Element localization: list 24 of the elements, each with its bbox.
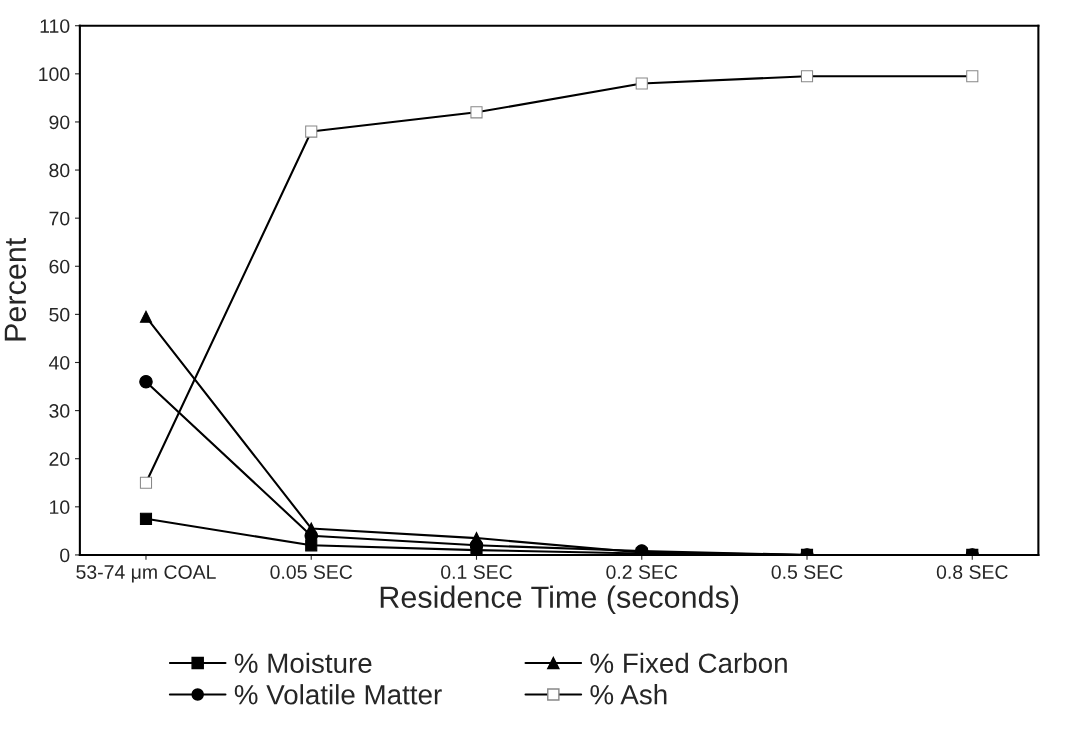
legend-label: % Ash: [590, 684, 667, 705]
x-tick-label: 0.1 SEC: [441, 565, 512, 579]
x-axis-title: Residence Time (seconds): [380, 585, 739, 615]
y-tick-label: 20: [49, 452, 70, 466]
x-tick-label: 0.2 SEC: [606, 565, 678, 579]
x-tick-label: 0.05 SEC: [270, 565, 353, 579]
y-tick-label: 110: [40, 19, 70, 33]
legend-label: % Volatile Matter: [234, 684, 442, 705]
y-tick-label: 90: [49, 115, 70, 130]
y-tick-label: 50: [49, 307, 70, 322]
y-tick-label: 30: [49, 404, 70, 418]
x-tick-label: 53-74 μm COAL: [76, 565, 216, 583]
x-tick-label: 0.5 SEC: [771, 565, 843, 579]
y-tick-label: 80: [49, 163, 70, 178]
y-axis-title: Percent: [4, 237, 27, 341]
x-tick-label: 0.8 SEC: [936, 565, 1008, 579]
y-tick-label: 70: [49, 211, 70, 226]
legend-label: % Fixed Carbon: [590, 652, 787, 674]
y-tick-label: 10: [50, 500, 70, 515]
y-tick-label: 0: [60, 548, 70, 563]
y-tick-label: 60: [49, 259, 70, 274]
y-tick-label: 40: [48, 355, 70, 370]
y-tick-label: 100: [39, 67, 70, 82]
legend-label: % Moisture: [234, 652, 372, 674]
